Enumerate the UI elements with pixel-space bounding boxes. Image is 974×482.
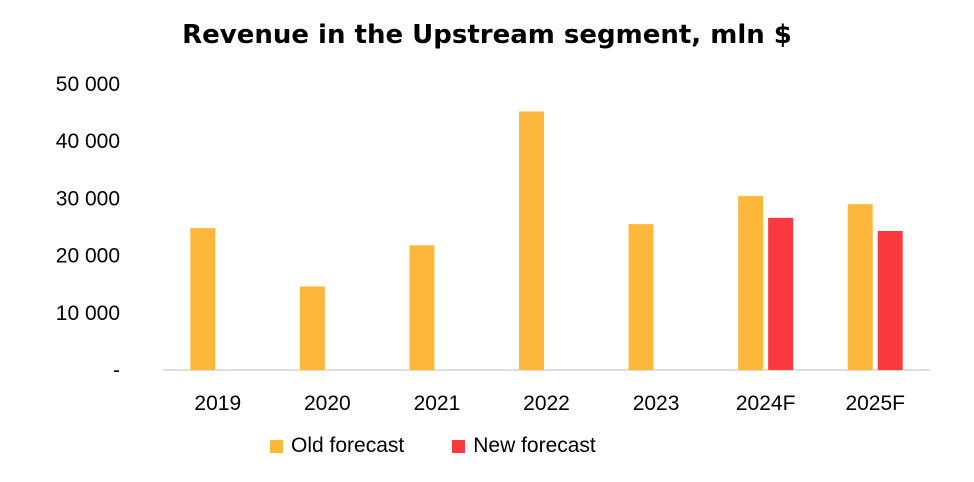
chart-title: Revenue in the Upstream segment, mln $	[182, 20, 792, 50]
x-tick-label: 2025F	[845, 392, 905, 415]
legend-swatch-old	[270, 439, 283, 453]
legend-swatch-new	[452, 439, 466, 453]
y-tick-label: -	[113, 359, 120, 382]
bar-old-2025F	[847, 204, 873, 370]
legend-label-old: Old forecast	[291, 434, 405, 457]
y-tick-label: 50 000	[56, 73, 120, 96]
x-tick-label: 2022	[523, 392, 570, 415]
bar-old-2020	[299, 286, 325, 370]
legend-item-new: New forecast	[452, 434, 596, 458]
bar-old-2021	[409, 245, 435, 370]
x-tick-label: 2021	[414, 392, 461, 415]
y-tick-label: 30 000	[56, 187, 120, 210]
y-tick-label: 40 000	[56, 130, 120, 153]
bar-new-2024F	[768, 217, 794, 370]
x-tick-label: 2023	[633, 392, 680, 415]
bar-old-2023	[628, 224, 654, 370]
x-tick-label: 2024F	[736, 392, 796, 415]
x-axis: 2019 2020 2021 2022 2023 2024F 2025F	[163, 369, 930, 415]
legend-label-new: New forecast	[473, 434, 596, 457]
bar-old-2019	[190, 228, 216, 370]
bar-old-2022	[519, 111, 544, 371]
bars	[190, 111, 903, 371]
y-tick-label: 10 000	[56, 302, 120, 325]
y-axis: - 10 000 20 000 30 000 40 000 50 000	[56, 73, 120, 382]
legend: Old forecast New forecast	[270, 434, 596, 458]
x-tick-label: 2020	[304, 392, 351, 415]
bar-old-2024F	[738, 196, 764, 370]
bar-new-2025F	[877, 231, 903, 370]
y-tick-label: 20 000	[56, 245, 120, 268]
x-tick-label: 2019	[194, 392, 241, 415]
legend-item-old: Old forecast	[270, 434, 404, 458]
